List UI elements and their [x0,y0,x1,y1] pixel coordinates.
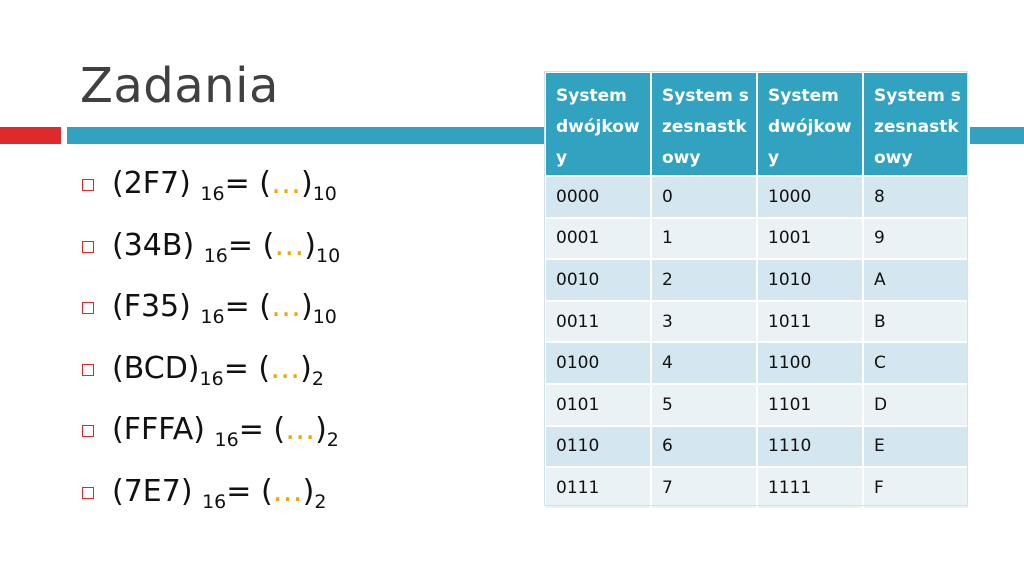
table-cell: E [862,424,970,469]
table-cell: 1000 [756,175,864,219]
task-expression: (7E7) 16= (…)2 [112,473,327,513]
table-header-row: System dwójkowy System szesnastkowy Syst… [544,71,970,177]
header-binary-2: System dwójkowy [756,71,864,177]
conversion-table: System dwójkowy System szesnastkowy Syst… [544,71,970,510]
header-binary-1: System dwójkowy [544,71,652,177]
table-cell: 1101 [756,382,864,427]
table-cell: 1111 [756,466,864,510]
task-expression: (FFFA) 16= (…)2 [112,412,339,451]
table-cell: D [862,382,970,427]
table-row: 0001 1 1001 9 [544,216,970,261]
task-item: (F35) 16= (…)10 [82,285,340,347]
table-cell: 4 [650,341,758,385]
table-cell: 1100 [756,341,864,385]
table-cell: 1001 [756,216,864,261]
table-cell: 8 [862,175,970,219]
task-expression: (F35) 16= (…)10 [112,289,337,328]
task-list: (2F7) 16= (…)10 (34B) 16= (…)10 (F35) 16… [82,162,340,531]
table-cell: 0011 [544,299,652,344]
table-row: 0110 6 1110 E [544,424,970,469]
task-expression: (34B) 16= (…)10 [112,227,341,267]
square-bullet-icon [82,240,94,253]
table-cell: 9 [862,216,970,261]
table-cell: 3 [650,299,758,344]
table-cell: 0100 [544,341,652,385]
table-cell: 0101 [544,382,652,427]
task-item: (2F7) 16= (…)10 [82,162,340,224]
task-expression: (2F7) 16= (…)10 [112,166,337,205]
slide-title: Zadania [80,58,279,114]
table-cell: C [862,341,970,385]
table-cell: 2 [650,258,758,302]
square-bullet-icon [82,179,94,191]
table-row: 0000 0 1000 8 [544,175,970,219]
table-cell: B [862,299,970,344]
square-bullet-icon [82,425,94,437]
table-row: 0100 4 1100 C [544,341,970,385]
red-accent-bar [0,127,61,144]
table-row: 0010 2 1010 A [544,258,970,302]
table-row: 0111 7 1111 F [544,466,970,510]
table-cell: A [862,258,970,302]
table-cell: 0000 [544,175,652,219]
task-expression: (BCD)16= (…)2 [112,350,324,390]
table-cell: 6 [650,424,758,469]
table-cell: F [862,466,970,510]
square-bullet-icon [82,302,94,314]
table-cell: 1011 [756,299,864,344]
table-cell: 7 [650,466,758,510]
table-cell: 5 [650,382,758,427]
task-item: (FFFA) 16= (…)2 [82,408,340,470]
table-cell: 0110 [544,424,652,469]
table-row: 0011 3 1011 B [544,299,970,344]
table-cell: 0111 [544,466,652,510]
table-cell: 1010 [756,258,864,302]
square-bullet-icon [82,486,94,499]
header-hex-2: System szesnastkowy [862,71,970,177]
square-bullet-icon [82,363,94,376]
table-cell: 1110 [756,424,864,469]
header-hex-1: System szesnastkowy [650,71,758,177]
table-cell: 0 [650,175,758,219]
table-cell: 1 [650,216,758,261]
table-cell: 0010 [544,258,652,302]
task-item: (34B) 16= (…)10 [82,224,340,286]
table-row: 0101 5 1101 D [544,382,970,427]
table-cell: 0001 [544,216,652,261]
task-item: (BCD)16= (…)2 [82,347,340,409]
task-item: (7E7) 16= (…)2 [82,470,340,532]
